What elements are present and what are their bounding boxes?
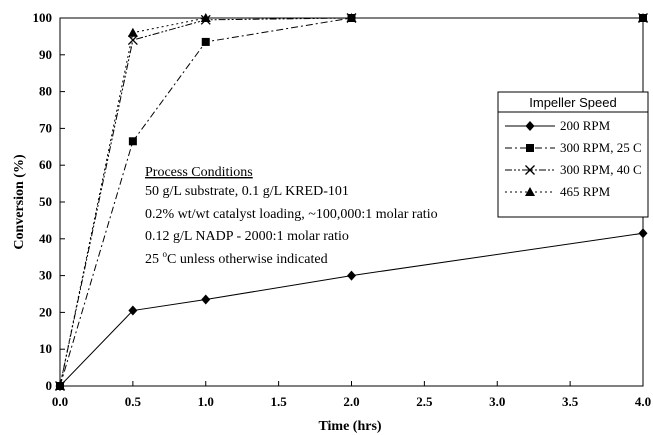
y-tick-label: 60 xyxy=(39,157,52,172)
x-tick-label: 3.5 xyxy=(562,394,579,409)
legend-entry-1: 200 RPM xyxy=(505,118,611,133)
data-point-square xyxy=(201,37,210,46)
x-tick-label: 1.0 xyxy=(198,394,214,409)
x-tick-label: 0.5 xyxy=(125,394,142,409)
note-degree-mark: o xyxy=(163,249,168,259)
y-tick-label: 30 xyxy=(39,268,52,283)
y-tick-label: 100 xyxy=(33,10,53,25)
x-tick-label: 1.5 xyxy=(271,394,288,409)
y-axis-title: Conversion (%) xyxy=(12,154,27,250)
data-point-triangle xyxy=(200,13,211,22)
y-tick-label: 70 xyxy=(39,120,52,135)
data-point-diamond xyxy=(128,305,138,316)
x-tick-label: 2.0 xyxy=(343,394,359,409)
legend-marker-x xyxy=(525,165,535,175)
note-temp-rest: C unless otherwise indicated xyxy=(167,252,328,267)
legend-marker-diamond xyxy=(525,121,535,131)
data-point-diamond xyxy=(201,294,211,305)
note-line-1: 50 g/L substrate, 0.1 g/L KRED-101 xyxy=(145,184,349,199)
y-tick-label: 10 xyxy=(39,341,52,356)
x-tick-label: 4.0 xyxy=(635,394,651,409)
note-line-4: 25 oC unless otherwise indicated xyxy=(145,249,328,267)
data-point-triangle xyxy=(346,13,357,22)
legend-entry-3: 300 RPM, 40 C xyxy=(505,162,642,177)
legend-entry-2: 300 RPM, 25 C xyxy=(505,140,642,155)
plot-layer: 0 10 20 30 40 50 60 70 80 90 100 0.0 0.5 1.0 1.5 2.0 2.5… xyxy=(33,10,652,409)
legend-label: 200 RPM xyxy=(560,118,611,133)
y-tick-label: 90 xyxy=(39,47,52,62)
legend-entry-4: 465 RPM xyxy=(505,184,611,199)
data-point-x xyxy=(127,35,138,46)
legend-title: Impeller Speed xyxy=(529,95,616,110)
data-point-x-stroke xyxy=(127,35,138,46)
note-heading: Process Conditions xyxy=(145,165,253,180)
y-tick-label: 80 xyxy=(39,84,52,99)
legend-marker-x-stroke xyxy=(525,165,535,175)
series-1 xyxy=(55,228,648,391)
y-tick-label: 50 xyxy=(39,194,52,209)
note-temp-value: 25 xyxy=(145,252,163,267)
legend-label: 465 RPM xyxy=(560,184,611,199)
series-4 xyxy=(55,13,648,390)
x-tick-label: 0.0 xyxy=(52,394,68,409)
legend-label: 300 RPM, 40 C xyxy=(560,162,642,177)
data-point-square xyxy=(128,137,137,146)
process-conditions-note: Process Conditions 50 g/L substrate, 0.1… xyxy=(145,165,438,267)
x-axis-title: Time (hrs) xyxy=(318,419,381,434)
y-tick-label: 0 xyxy=(46,378,53,393)
legend-marker-triangle xyxy=(525,187,535,196)
data-point-triangle xyxy=(55,381,65,390)
data-point-diamond xyxy=(638,228,648,239)
x-tick-label: 2.5 xyxy=(416,394,433,409)
note-line-2: 0.2% wt/wt catalyst loading, ~100,000:1 … xyxy=(145,207,438,222)
data-point-diamond xyxy=(347,270,356,281)
data-point-triangle xyxy=(638,13,648,22)
y-tick-label: 20 xyxy=(39,304,52,319)
note-line-3: 0.12 g/L NADP - 2000:1 molar ratio xyxy=(145,229,349,244)
x-tick-label: 3.0 xyxy=(489,394,505,409)
legend-marker-square xyxy=(526,144,534,152)
legend-box xyxy=(497,91,649,218)
y-tick-label: 40 xyxy=(39,231,52,246)
legend: Impeller Speed 200 RPM 300 RPM, 25 C 300 R… xyxy=(497,91,649,218)
data-point-triangle xyxy=(127,27,138,37)
legend-label: 300 RPM, 25 C xyxy=(560,140,642,155)
